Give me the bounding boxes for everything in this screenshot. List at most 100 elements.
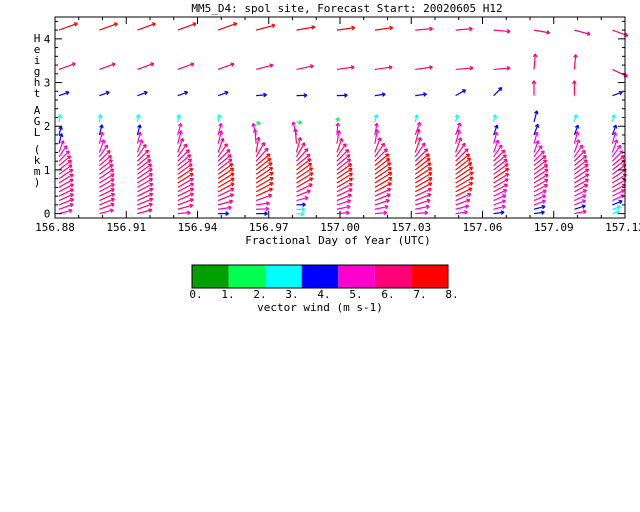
x-tick-label: 157.12 bbox=[605, 221, 640, 234]
wind-vector bbox=[374, 193, 391, 202]
y-axis-label-char: H bbox=[34, 32, 41, 45]
wind-vector-shaft bbox=[455, 193, 471, 202]
wind-vector-shaft bbox=[217, 193, 234, 202]
wind-vector bbox=[455, 198, 471, 206]
wind-vector-shaft bbox=[136, 144, 147, 158]
wind-vector bbox=[137, 178, 153, 188]
wind-vector bbox=[533, 131, 539, 144]
wind-vector-head bbox=[582, 209, 587, 212]
wind-vector bbox=[493, 188, 508, 197]
wind-vector bbox=[574, 178, 589, 188]
wind-vector-head bbox=[347, 193, 352, 196]
wind-vector-head bbox=[69, 197, 74, 200]
wind-vector bbox=[455, 137, 463, 153]
colorbar-swatch bbox=[374, 265, 412, 288]
wind-vector-shaft bbox=[255, 172, 274, 184]
wind-vector bbox=[612, 189, 625, 197]
wind-vector-head bbox=[223, 143, 228, 146]
wind-vector-head bbox=[501, 149, 505, 152]
wind-vector-head bbox=[63, 145, 67, 148]
wind-vector-shaft bbox=[533, 29, 550, 34]
wind-vector bbox=[532, 53, 538, 70]
wind-vector-shaft bbox=[336, 158, 351, 171]
wind-vector-head bbox=[66, 155, 71, 158]
wind-vector-head bbox=[69, 202, 74, 205]
wind-vector-head bbox=[457, 137, 462, 141]
wind-vector-head bbox=[350, 65, 355, 68]
wind-vector-shaft bbox=[611, 124, 617, 136]
wind-vector-field bbox=[57, 22, 629, 217]
wind-vector-shaft bbox=[493, 131, 498, 144]
wind-vector-shaft bbox=[414, 142, 426, 158]
wind-vector-shaft bbox=[296, 153, 311, 167]
wind-vector-shaft bbox=[217, 114, 221, 122]
wind-vector bbox=[217, 199, 234, 206]
wind-vector-shaft bbox=[177, 187, 194, 197]
wind-vector-head bbox=[257, 120, 261, 125]
wind-vector bbox=[612, 210, 621, 215]
wind-vector bbox=[177, 168, 194, 180]
wind-vector-shaft bbox=[177, 154, 192, 167]
wind-vector-head bbox=[581, 204, 586, 207]
wind-vector bbox=[335, 122, 340, 136]
wind-vector bbox=[455, 122, 462, 136]
y-axis-label-char: h bbox=[34, 76, 41, 89]
wind-vector-head bbox=[184, 90, 188, 93]
wind-vector bbox=[574, 194, 587, 202]
wind-vector-shaft bbox=[177, 138, 184, 153]
wind-vector-shaft bbox=[493, 124, 498, 136]
wind-vector-shaft bbox=[414, 158, 431, 171]
wind-vector bbox=[217, 163, 234, 175]
wind-vector bbox=[98, 131, 105, 144]
wind-vector-shaft bbox=[336, 172, 353, 184]
wind-vector-head bbox=[502, 154, 507, 157]
wind-vector bbox=[58, 164, 73, 175]
wind-vector bbox=[99, 192, 115, 202]
wind-vector-head bbox=[302, 202, 306, 206]
wind-vector-shaft bbox=[98, 131, 104, 144]
wind-vector bbox=[99, 90, 110, 97]
y-axis-label-char: G bbox=[34, 115, 41, 128]
wind-vector bbox=[99, 159, 113, 171]
wind-vector-shaft bbox=[533, 173, 549, 184]
wind-vector-head bbox=[380, 142, 385, 146]
wind-vector-shaft bbox=[414, 162, 432, 175]
wind-vector bbox=[58, 197, 74, 206]
wind-vector bbox=[493, 124, 499, 136]
wind-vector bbox=[493, 144, 503, 158]
wind-vector bbox=[415, 198, 431, 206]
wind-vector bbox=[414, 137, 422, 153]
wind-vector-head bbox=[149, 197, 153, 200]
wind-vector-head bbox=[264, 147, 268, 150]
wind-vector bbox=[573, 139, 581, 153]
y-axis: 0 1 2 3 4 bbox=[44, 20, 625, 221]
wind-vector-shaft bbox=[99, 159, 113, 171]
wind-vector-shaft bbox=[255, 194, 272, 202]
y-axis-label-char: t bbox=[34, 87, 41, 100]
wind-vector-shaft bbox=[99, 63, 116, 70]
wind-vector-head bbox=[218, 130, 223, 134]
wind-vector bbox=[217, 154, 232, 167]
wind-vector bbox=[58, 90, 70, 97]
wind-vector-shaft bbox=[374, 153, 390, 167]
wind-vector-head bbox=[386, 193, 391, 195]
wind-vector-shaft bbox=[217, 177, 235, 188]
wind-vector bbox=[492, 114, 498, 123]
wind-vector-head bbox=[534, 131, 538, 135]
wind-vector bbox=[374, 210, 388, 216]
wind-vector-head bbox=[426, 198, 431, 201]
wind-vector-shaft bbox=[177, 114, 180, 122]
wind-vector bbox=[336, 25, 356, 31]
wind-vector-shaft bbox=[99, 188, 115, 197]
wind-vector-shaft bbox=[415, 66, 433, 71]
wind-vector bbox=[99, 164, 114, 175]
wind-vector bbox=[454, 114, 460, 123]
wind-vector-shaft bbox=[58, 168, 74, 180]
wind-vector bbox=[296, 25, 316, 31]
wind-vector-shaft bbox=[136, 124, 141, 136]
wind-vector bbox=[177, 177, 194, 188]
wind-vector-shaft bbox=[58, 133, 63, 144]
wind-vector bbox=[455, 148, 469, 162]
wind-vector-shaft bbox=[255, 142, 265, 158]
wind-vector bbox=[255, 142, 266, 158]
